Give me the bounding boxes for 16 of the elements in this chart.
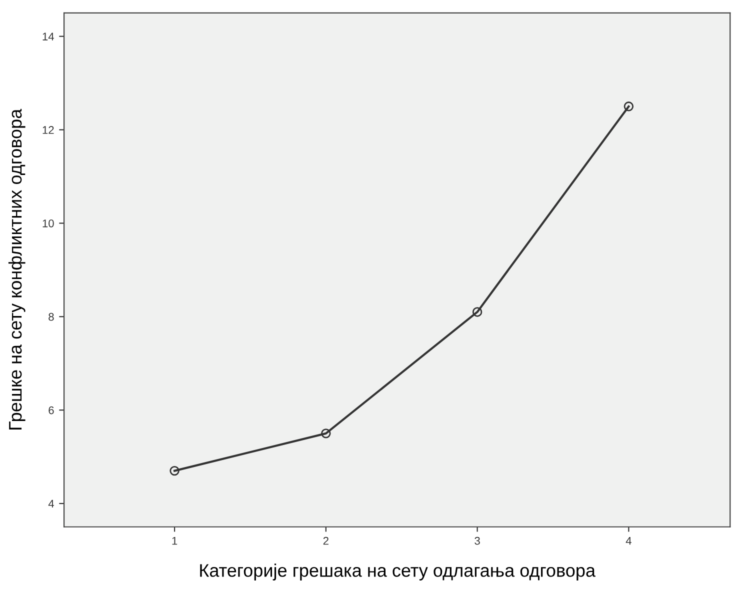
x-tick-label: 4 (626, 537, 632, 545)
y-tick-label: 8 (48, 312, 54, 321)
y-tick-label: 10 (42, 219, 54, 228)
point (624, 102, 634, 112)
y-axis-title: Грешке на сету конфликтних одговора (8, 108, 26, 430)
point (321, 428, 331, 438)
x-axis-title: Категорије грешака на сету одлагања одговора (200, 564, 596, 580)
point (170, 466, 180, 476)
x-tick-label: 2 (323, 536, 328, 545)
y-tick-label: 14 (42, 32, 54, 40)
y-tick-label: 4 (48, 500, 54, 508)
point (472, 307, 482, 317)
x-tick-label: 3 (474, 536, 480, 545)
x-tick-label: 1 (172, 537, 178, 545)
y-tick-label: 6 (48, 406, 54, 414)
y-tick-label: 12 (42, 126, 54, 134)
